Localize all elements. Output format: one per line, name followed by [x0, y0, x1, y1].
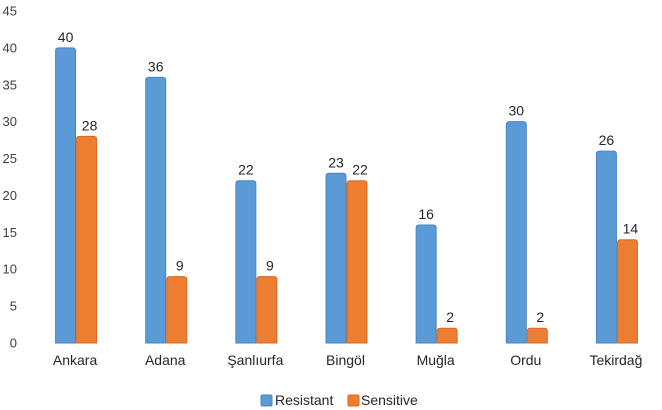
sensitive-bar [166, 276, 188, 344]
resistant-data-label: 26 [599, 132, 615, 148]
sensitive-data-label: 22 [352, 162, 368, 178]
resistant-bar [145, 76, 167, 344]
category-label: Ordu [510, 352, 541, 368]
legend-item-sensitive: Sensitive [347, 392, 418, 408]
category-label: Muğla [417, 352, 455, 368]
sensitive-bar [526, 327, 548, 344]
category-label: Adana [145, 352, 186, 368]
sensitive-bar [436, 327, 458, 344]
resistant-data-label: 36 [148, 58, 164, 74]
resistant-data-label: 23 [328, 154, 344, 170]
category-label: Bingöl [326, 352, 365, 368]
y-tick-label: 20 [3, 188, 17, 203]
data-labels: 40 28 36 9 22 9 23 22 16 2 30 2 26 14 [58, 29, 639, 325]
sensitive-data-label: 2 [446, 309, 454, 325]
sensitive-bar [346, 180, 368, 344]
legend: Resistant Sensitive [260, 392, 418, 408]
category-label: Şanlıurfa [227, 352, 283, 368]
legend-label: Sensitive [361, 392, 418, 408]
y-tick-label: 0 [10, 336, 17, 351]
resistant-bar [415, 224, 437, 344]
resistant-data-label: 22 [238, 162, 254, 178]
sensitive-data-label: 2 [536, 309, 544, 325]
resistant-bar [595, 150, 617, 344]
sensitive-bar [616, 239, 638, 344]
sensitive-bar [256, 276, 278, 344]
sensitive-bar [76, 135, 98, 344]
sensitive-data-label: 9 [176, 258, 184, 274]
bars [55, 47, 638, 344]
sensitive-data-label: 9 [266, 258, 274, 274]
y-tick-label: 15 [3, 225, 17, 240]
legend-label: Resistant [275, 392, 333, 408]
sensitive-data-label: 28 [82, 117, 98, 133]
y-tick-label: 30 [3, 114, 17, 129]
sensitive-data-label: 14 [623, 221, 639, 237]
resistant-bar [55, 47, 77, 344]
y-tick-label: 10 [3, 262, 17, 277]
category-label: Ankara [53, 352, 98, 368]
legend-swatch [260, 394, 273, 407]
resistant-data-label: 16 [418, 206, 434, 222]
y-tick-label: 5 [10, 299, 17, 314]
resistant-bar [505, 121, 527, 344]
legend-item-resistant: Resistant [260, 392, 333, 408]
category-label: Tekirdağ [589, 352, 642, 368]
y-tick-label: 35 [3, 77, 17, 92]
y-tick-label: 45 [3, 4, 17, 19]
resistant-data-label: 30 [508, 103, 524, 119]
y-tick-label: 40 [3, 40, 17, 55]
resistant-bar [235, 180, 257, 344]
x-axis: Ankara Adana Şanlıurfa Bingöl Muğla Ordu Tekir… [53, 352, 642, 368]
resistant-bar [325, 172, 347, 344]
resistant-data-label: 40 [58, 29, 74, 45]
y-axis: 0 5 10 15 20 25 30 35 40 45 [3, 4, 17, 351]
y-tick-label: 25 [3, 151, 17, 166]
legend-swatch [347, 394, 360, 407]
